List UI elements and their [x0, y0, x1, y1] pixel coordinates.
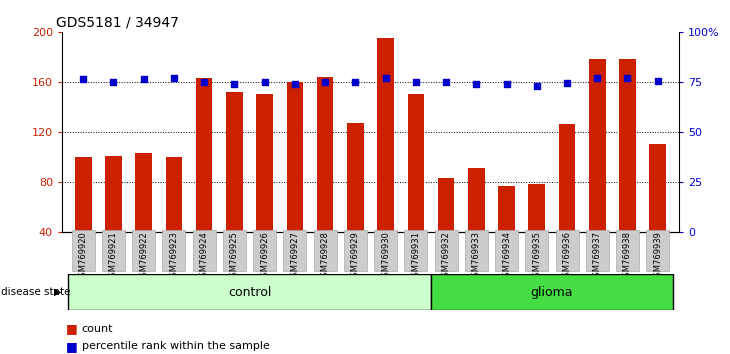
FancyBboxPatch shape [163, 230, 185, 271]
Text: GSM769929: GSM769929 [351, 231, 360, 282]
FancyBboxPatch shape [253, 230, 276, 271]
FancyBboxPatch shape [283, 230, 307, 271]
Point [470, 81, 482, 87]
Point [199, 79, 210, 85]
Point [77, 76, 89, 82]
Bar [166, 157, 182, 232]
FancyBboxPatch shape [465, 230, 488, 271]
FancyBboxPatch shape [556, 230, 578, 271]
Point [440, 79, 452, 85]
Text: GDS5181 / 34947: GDS5181 / 34947 [56, 15, 179, 29]
Text: GSM769925: GSM769925 [230, 231, 239, 282]
Text: GSM769938: GSM769938 [623, 231, 632, 282]
Bar [650, 144, 666, 232]
Point [319, 79, 331, 85]
Text: ▶: ▶ [54, 287, 61, 297]
Text: control: control [228, 286, 272, 298]
Point [410, 79, 422, 85]
Point [350, 79, 361, 85]
FancyBboxPatch shape [68, 274, 431, 310]
Point [561, 80, 573, 86]
Bar [468, 168, 485, 232]
FancyBboxPatch shape [404, 230, 427, 271]
Text: GSM769928: GSM769928 [320, 231, 330, 282]
Text: GSM769922: GSM769922 [139, 231, 148, 282]
Bar [529, 184, 545, 232]
Bar [256, 95, 273, 232]
Bar [226, 92, 242, 232]
Point [622, 75, 634, 81]
Bar [558, 124, 575, 232]
Point [289, 81, 301, 87]
Text: glioma: glioma [531, 286, 573, 298]
FancyBboxPatch shape [193, 230, 215, 271]
Text: GSM769920: GSM769920 [79, 231, 88, 282]
Text: percentile rank within the sample: percentile rank within the sample [82, 341, 269, 351]
Text: GSM769939: GSM769939 [653, 231, 662, 282]
Text: GSM769927: GSM769927 [291, 231, 299, 282]
Text: GSM769921: GSM769921 [109, 231, 118, 282]
Text: disease state: disease state [1, 287, 71, 297]
Bar [619, 59, 636, 232]
Bar [105, 156, 122, 232]
Text: GSM769937: GSM769937 [593, 231, 602, 282]
Text: GSM769936: GSM769936 [563, 231, 572, 282]
Text: GSM769923: GSM769923 [169, 231, 178, 282]
Point [531, 83, 542, 88]
Text: GSM769934: GSM769934 [502, 231, 511, 282]
Bar [377, 38, 394, 232]
FancyBboxPatch shape [616, 230, 639, 271]
FancyBboxPatch shape [434, 230, 458, 271]
Point [591, 75, 603, 81]
Text: GSM769924: GSM769924 [200, 231, 209, 282]
Bar [75, 157, 91, 232]
Bar [347, 123, 364, 232]
Text: GSM769926: GSM769926 [260, 231, 269, 282]
FancyBboxPatch shape [431, 274, 673, 310]
Point [228, 81, 240, 87]
Bar [196, 78, 212, 232]
Point [380, 75, 391, 81]
FancyBboxPatch shape [526, 230, 548, 271]
Bar [499, 185, 515, 232]
Text: GSM769932: GSM769932 [442, 231, 450, 282]
Point [501, 81, 512, 87]
FancyBboxPatch shape [374, 230, 397, 271]
Point [652, 78, 664, 84]
Text: GSM769933: GSM769933 [472, 231, 481, 282]
Text: ■: ■ [66, 322, 77, 335]
FancyBboxPatch shape [585, 230, 609, 271]
Point [259, 79, 271, 85]
Text: GSM769935: GSM769935 [532, 231, 541, 282]
Text: GSM769931: GSM769931 [411, 231, 420, 282]
Text: GSM769930: GSM769930 [381, 231, 390, 282]
FancyBboxPatch shape [72, 230, 95, 271]
FancyBboxPatch shape [223, 230, 246, 271]
Bar [438, 178, 454, 232]
Text: ■: ■ [66, 340, 77, 353]
Bar [287, 82, 303, 232]
FancyBboxPatch shape [495, 230, 518, 271]
FancyBboxPatch shape [344, 230, 367, 271]
Bar [317, 77, 334, 232]
FancyBboxPatch shape [646, 230, 669, 271]
FancyBboxPatch shape [314, 230, 337, 271]
Text: count: count [82, 324, 113, 333]
FancyBboxPatch shape [102, 230, 125, 271]
FancyBboxPatch shape [132, 230, 155, 271]
Point [107, 79, 119, 85]
Bar [589, 59, 606, 232]
Bar [135, 153, 152, 232]
Bar [407, 95, 424, 232]
Point [138, 76, 150, 82]
Point [168, 75, 180, 81]
